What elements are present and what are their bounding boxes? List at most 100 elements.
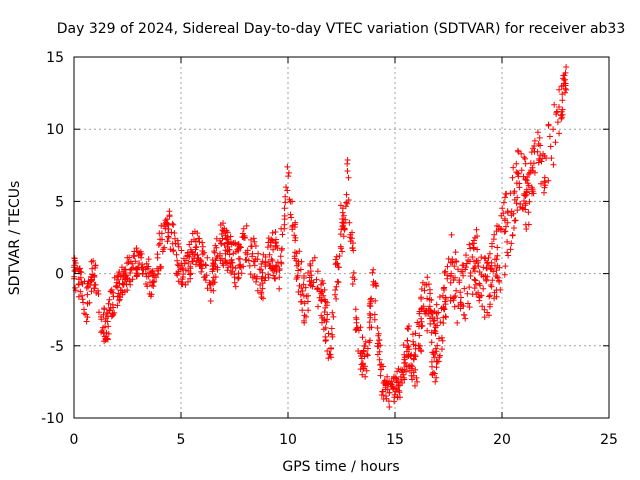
y-tick-labels: -10 -5 0 5 10 15 [41, 50, 64, 427]
data-point [556, 104, 562, 110]
data-point [116, 269, 123, 275]
data-point [507, 246, 514, 253]
data-point [522, 160, 529, 167]
data-point [218, 240, 224, 247]
data-point [228, 241, 235, 248]
data-point [329, 309, 336, 316]
axis-ticks [73, 56, 610, 419]
data-point [240, 225, 247, 232]
data-point [523, 186, 530, 193]
data-point [428, 339, 435, 346]
data-point [91, 272, 98, 279]
data-point [440, 320, 447, 326]
data-point [326, 351, 333, 358]
data-point [292, 249, 298, 256]
data-point [144, 283, 151, 290]
data-point [224, 267, 231, 274]
data-point [165, 234, 172, 241]
data-point [282, 193, 289, 200]
data-point [335, 279, 342, 286]
data-point [199, 248, 206, 254]
data-point [77, 268, 84, 275]
data-point [110, 304, 117, 311]
data-point [547, 143, 554, 150]
data-point [499, 205, 506, 212]
data-point [164, 216, 171, 223]
data-point [428, 358, 435, 365]
data-point [344, 160, 351, 167]
data-point [149, 272, 156, 279]
data-point [189, 249, 196, 256]
data-point [447, 272, 454, 279]
data-point [444, 263, 451, 270]
data-point [405, 343, 412, 350]
data-point [397, 394, 403, 401]
data-point [171, 230, 178, 236]
data-point [227, 263, 234, 270]
data-point [441, 284, 448, 291]
data-point [343, 199, 350, 206]
data-point [84, 314, 91, 321]
data-point [166, 212, 173, 219]
data-point [170, 221, 177, 228]
data-point [500, 210, 507, 217]
data-point [521, 192, 528, 199]
data-point [386, 378, 393, 385]
data-point [87, 277, 94, 283]
data-point [242, 256, 249, 263]
data-point [329, 333, 336, 340]
data-point [358, 355, 365, 362]
data-point [541, 189, 547, 196]
data-point [252, 243, 259, 249]
data-point [478, 254, 485, 261]
data-point [385, 398, 392, 405]
data-point [285, 173, 292, 180]
grid [74, 57, 609, 418]
data-point [232, 265, 239, 272]
data-point [298, 258, 305, 265]
data-point [436, 354, 443, 361]
data-point [248, 236, 254, 243]
data-point [259, 258, 266, 265]
data-point [182, 267, 189, 274]
data-point [79, 292, 85, 299]
data-point [325, 330, 332, 337]
data-point [322, 333, 329, 340]
data-point [126, 254, 133, 261]
data-point [494, 222, 500, 229]
data-point [412, 382, 418, 389]
data-point [179, 265, 186, 272]
data-point [227, 233, 234, 240]
data-point [301, 275, 307, 281]
data-point [269, 257, 276, 264]
data-point [208, 287, 214, 294]
data-point [198, 268, 205, 275]
data-point [409, 331, 416, 338]
data-point [508, 240, 515, 247]
data-point [517, 201, 524, 207]
data-point [433, 364, 440, 371]
data-point [103, 315, 109, 322]
data-point [154, 254, 161, 261]
data-point [378, 392, 385, 398]
data-point [303, 293, 310, 300]
data-point [334, 278, 341, 285]
data-point [503, 190, 510, 197]
data-point [424, 274, 431, 281]
data-point [300, 281, 307, 288]
data-point [391, 386, 397, 392]
data-point [464, 290, 471, 297]
data-point [247, 271, 254, 278]
y-tick-label: 15 [46, 50, 64, 66]
data-point [199, 243, 206, 250]
data-point [288, 214, 295, 221]
data-point [514, 194, 521, 201]
data-point [187, 271, 193, 278]
data-point [480, 285, 487, 292]
data-point [146, 290, 153, 297]
data-point [426, 303, 433, 310]
data-point [394, 368, 401, 375]
data-point [370, 266, 377, 273]
data-point [321, 296, 328, 303]
data-point [266, 251, 273, 258]
